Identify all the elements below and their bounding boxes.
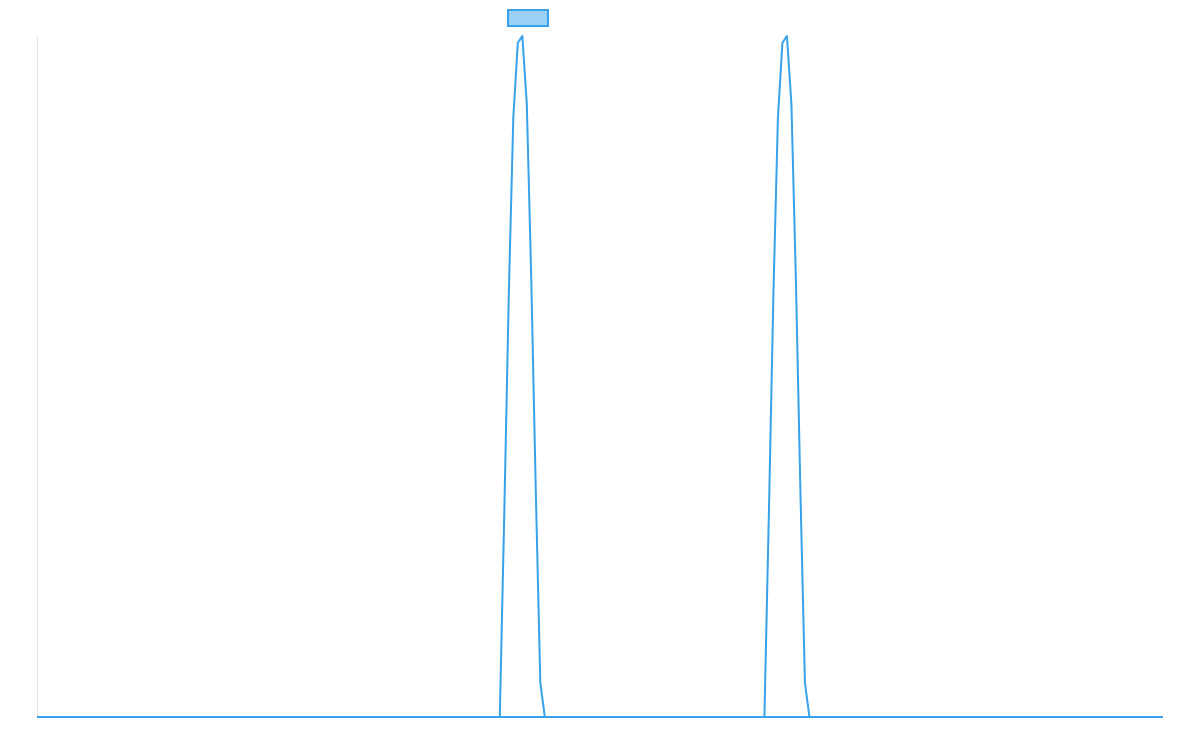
legend[interactable] [507, 9, 549, 27]
series-layer [37, 35, 1163, 718]
legend-color-box[interactable] [507, 9, 549, 27]
series-line-2[interactable] [37, 35, 1163, 718]
series-line-1[interactable] [37, 35, 1163, 718]
